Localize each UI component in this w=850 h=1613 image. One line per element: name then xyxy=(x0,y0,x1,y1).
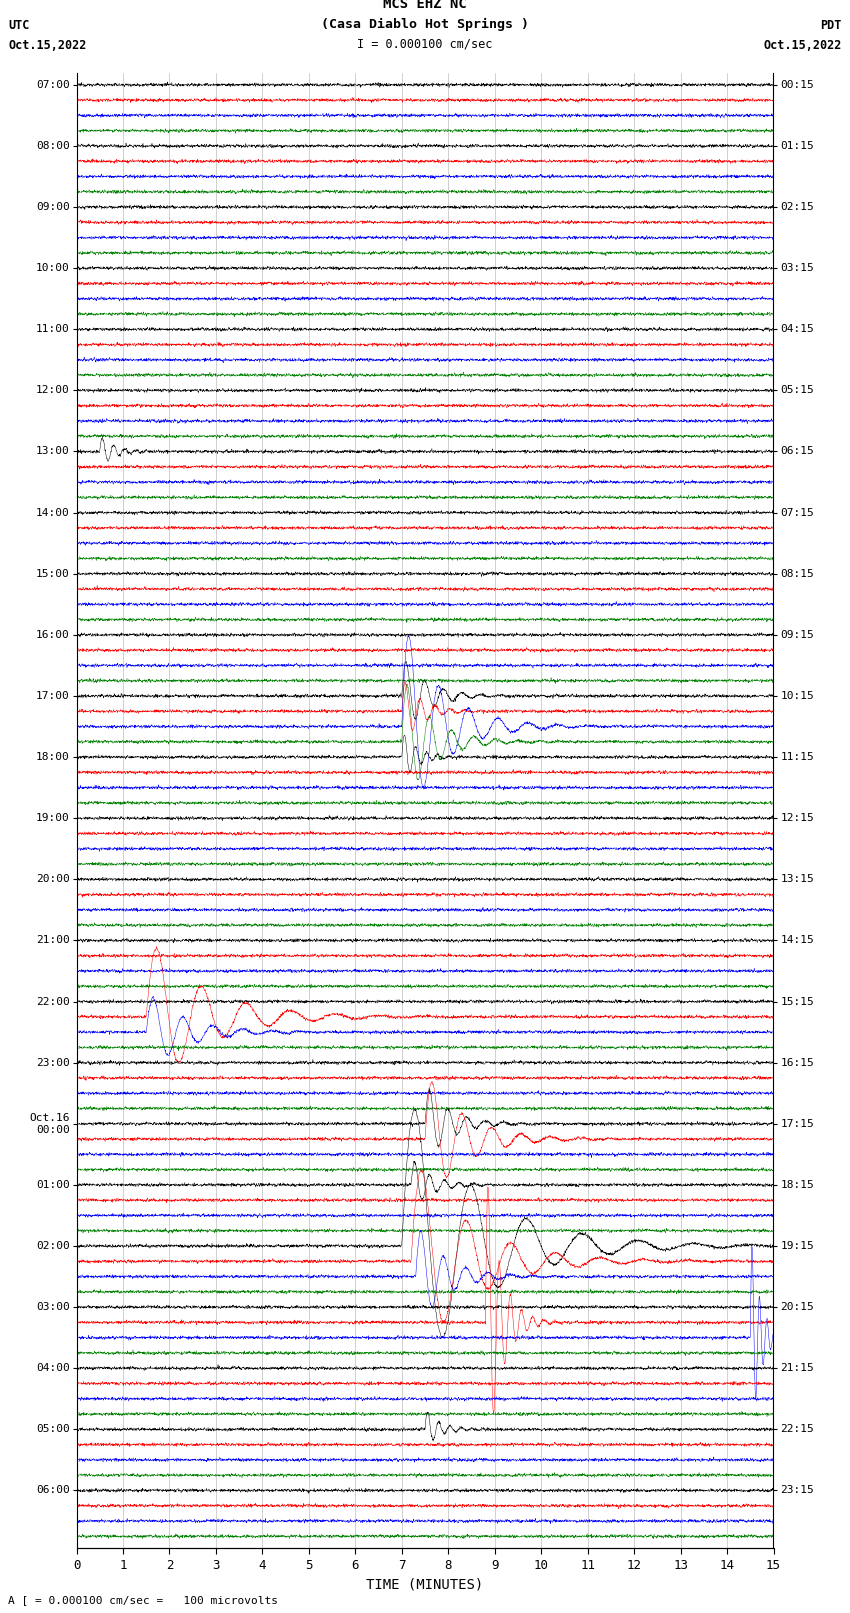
Text: PDT: PDT xyxy=(820,19,842,32)
Text: Oct.15,2022: Oct.15,2022 xyxy=(8,39,87,52)
X-axis label: TIME (MINUTES): TIME (MINUTES) xyxy=(366,1578,484,1592)
Text: Oct.15,2022: Oct.15,2022 xyxy=(763,39,842,52)
Text: A [ = 0.000100 cm/sec =   100 microvolts: A [ = 0.000100 cm/sec = 100 microvolts xyxy=(8,1595,279,1605)
Text: UTC: UTC xyxy=(8,19,30,32)
Text: I = 0.000100 cm/sec: I = 0.000100 cm/sec xyxy=(357,37,493,50)
Text: MCS EHZ NC: MCS EHZ NC xyxy=(383,0,467,11)
Text: (Casa Diablo Hot Springs ): (Casa Diablo Hot Springs ) xyxy=(321,18,529,31)
